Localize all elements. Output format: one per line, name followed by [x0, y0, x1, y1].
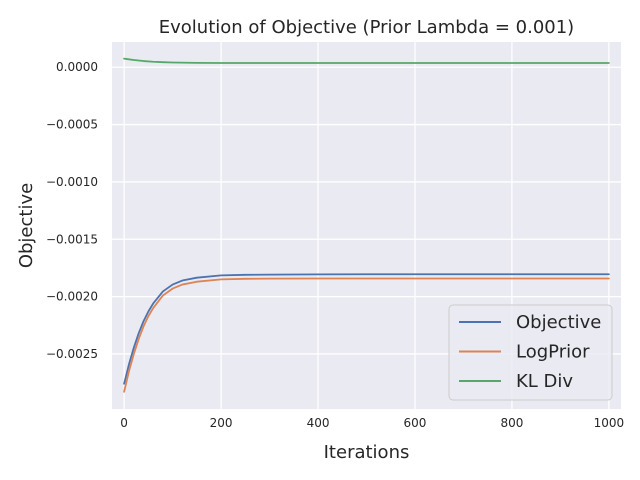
x-tick-label: 200 — [210, 416, 233, 430]
y-tick-label: −0.0005 — [46, 118, 98, 132]
x-tick-label: 800 — [500, 416, 523, 430]
x-axis-label: Iterations — [324, 442, 410, 463]
y-tick-label: −0.0020 — [46, 290, 98, 304]
tick-labels: 0 200 400 600 800 1000 0.0000 −0.0005 −0.0010 −0.… — [46, 60, 624, 430]
legend-label-logprior: LogPrior — [516, 342, 590, 363]
series-lines — [123, 57, 610, 393]
chart-title: Evolution of Objective (Prior Lambda = 0… — [159, 17, 574, 38]
x-tick-label: 600 — [404, 416, 427, 430]
grid-lines — [112, 42, 621, 409]
y-axis-label: Objective — [16, 183, 37, 268]
x-tick-label: 1000 — [594, 416, 625, 430]
x-tick-label: 0 — [120, 416, 128, 430]
series-line-kl-div — [123, 57, 610, 64]
y-tick-label: −0.0010 — [46, 175, 98, 189]
y-tick-label: −0.0025 — [46, 347, 98, 361]
x-tick-label: 400 — [307, 416, 330, 430]
series-line-logprior — [123, 277, 610, 393]
y-tick-label: −0.0015 — [46, 232, 98, 246]
legend-label-kl-div: KL Div — [516, 371, 573, 392]
legend-box — [448, 304, 613, 401]
series-line-objective — [123, 273, 610, 385]
y-tick-label: 0.0000 — [56, 60, 98, 74]
legend-label-objective: Objective — [516, 312, 601, 333]
legend: Objective LogPrior KL Div — [448, 304, 613, 401]
